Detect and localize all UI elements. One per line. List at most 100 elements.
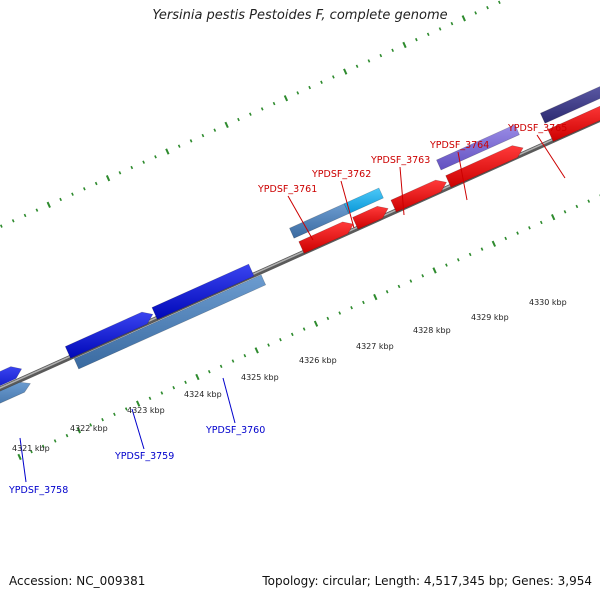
upper-tick-mark (450, 21, 454, 26)
upper-tick-mark (415, 37, 418, 42)
lower-tick-mark (101, 417, 104, 422)
lower-tick-mark (53, 439, 57, 443)
upper-tick-mark (461, 15, 466, 22)
lower-tick-mark (195, 373, 200, 381)
lower-tick-mark (302, 327, 306, 331)
gene-arrow-steel (0, 381, 31, 404)
upper-tick-mark (59, 197, 62, 202)
lower-tick-mark (480, 247, 484, 251)
lower-tick-mark (575, 204, 579, 209)
lower-tick-mark (160, 391, 164, 395)
upper-tick-mark (71, 192, 74, 196)
upper-tick-mark (83, 187, 86, 191)
upper-tick-mark (46, 201, 51, 208)
gene-label: YPDSF_3765 (507, 123, 567, 134)
lower-tick-mark (338, 311, 342, 315)
gene-arrow-red (547, 105, 600, 142)
lower-tick-mark (124, 407, 128, 411)
lower-tick-mark (528, 226, 531, 230)
kbp-label: 4324 kbp (184, 390, 222, 399)
kbp-label: 4321 kbp (12, 444, 50, 453)
label-leader-line (131, 408, 145, 450)
label-leader-line (340, 180, 355, 229)
kbp-label: 4330 kbp (529, 298, 567, 307)
kbp-label: 4322 kbp (70, 424, 108, 433)
lower-tick-mark (432, 267, 437, 274)
gene-arrow-purple (436, 124, 520, 171)
upper-tick-mark (201, 133, 205, 138)
lower-tick-mark (362, 300, 365, 305)
lower-tick-mark (409, 279, 413, 283)
upper-tick-mark (165, 148, 170, 155)
lower-tick-mark (326, 316, 330, 321)
gene-label: YPDSF_3758 (8, 485, 68, 496)
lower-tick-mark (539, 220, 543, 225)
upper-tick-mark (355, 64, 359, 68)
lower-tick-mark (136, 400, 141, 407)
upper-tick-mark (94, 181, 98, 186)
lower-tick-mark (373, 293, 378, 301)
lower-tick-mark (113, 412, 116, 417)
lower-tick-mark (17, 453, 22, 461)
gene-label: YPDSF_3762 (311, 169, 371, 180)
lower-tick-mark (76, 427, 82, 434)
gene-arrow-red (390, 179, 447, 213)
gene-arrow-red (298, 221, 354, 254)
lower-tick-mark (219, 364, 223, 369)
gene-arrow-steel (73, 274, 267, 370)
lower-tick-mark (468, 252, 472, 257)
lower-tick-mark (445, 263, 448, 267)
upper-tick-mark (224, 121, 229, 129)
lower-tick-mark (587, 199, 591, 203)
upper-tick-mark (498, 0, 501, 5)
kbp-label: 4326 kbp (299, 356, 337, 365)
upper-tick-mark (154, 155, 157, 159)
upper-tick-mark (249, 112, 252, 116)
upper-tick-mark (343, 68, 348, 75)
lower-tick-mark (172, 385, 176, 390)
upper-tick-mark (379, 53, 383, 58)
upper-tick-mark (189, 139, 193, 143)
gene-label: YPDSF_3760 (205, 425, 265, 436)
lower-tick-mark (207, 369, 211, 374)
lower-tick-mark (65, 433, 69, 438)
upper-tick-mark (130, 165, 134, 170)
topology-text: Topology: circular; Length: 4,517,345 bp… (262, 574, 592, 588)
label-leader-line (399, 166, 405, 216)
label-leader-line (457, 151, 468, 201)
lower-tick-mark (504, 236, 508, 241)
lower-tick-mark (267, 343, 270, 347)
lower-tick-mark (254, 347, 259, 354)
upper-tick-mark (391, 48, 394, 52)
upper-tick-mark (486, 5, 489, 10)
upper-tick-mark (260, 107, 264, 111)
lower-tick-mark (313, 320, 319, 327)
upper-tick-mark (402, 41, 407, 49)
lower-tick-mark (563, 210, 567, 214)
gene-arrow-navy (540, 86, 600, 124)
upper-tick-mark (177, 144, 181, 148)
upper-tick-mark (438, 27, 442, 31)
kbp-tick-labels: 4321 kbp 4322 kbp 4323 kbp 4324 kbp 4325 kbp… (12, 298, 567, 453)
lower-tick-mark (148, 396, 152, 401)
gene-arrow-blue (0, 366, 23, 387)
upper-tick-mark (118, 171, 122, 175)
lower-tick-mark (516, 231, 519, 235)
lower-tick-mark (279, 338, 282, 342)
lower-tick-mark (385, 290, 389, 294)
upper-tick-mark (23, 213, 27, 218)
gene-arrow-blue (151, 263, 255, 320)
upper-tick-mark (283, 95, 289, 102)
kbp-label: 4327 kbp (356, 342, 394, 351)
upper-tick-mark (0, 224, 3, 228)
lower-tick-mark (243, 354, 247, 358)
upper-tick-mark (142, 160, 145, 164)
lower-tick-mark (421, 274, 425, 278)
lower-tick-mark (290, 332, 294, 337)
lower-tick-mark (231, 359, 235, 363)
label-leader-line (536, 134, 566, 179)
lower-tick-mark (456, 258, 460, 262)
label-leader-line (19, 437, 27, 483)
